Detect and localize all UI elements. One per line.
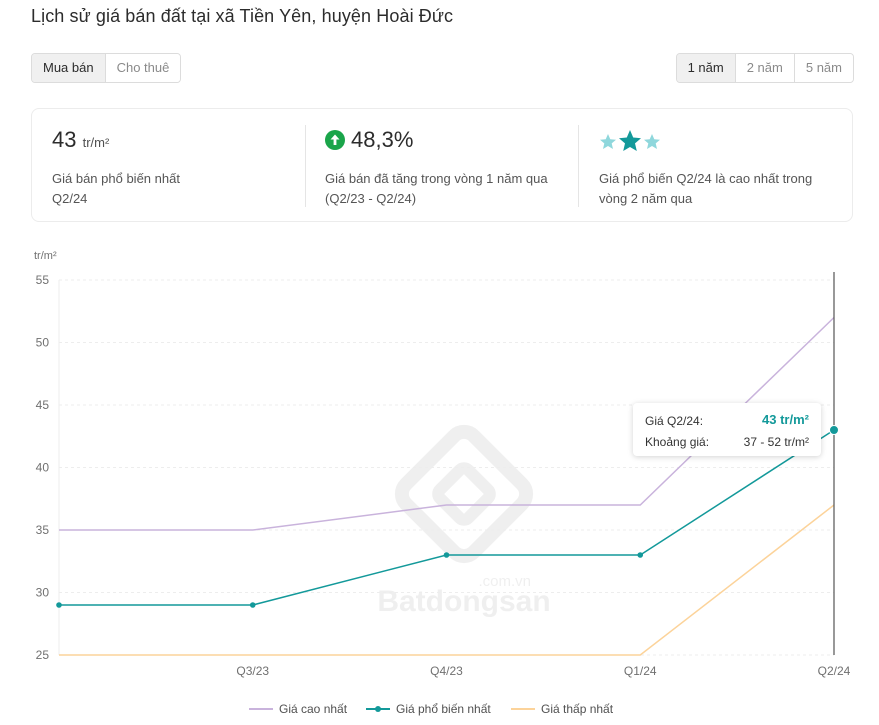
price-description: Giá bán phổ biến nhất Q2/24	[52, 169, 180, 209]
arrow-up-circle-icon	[325, 130, 345, 150]
watermark: .com.vn Batdongsan	[377, 424, 551, 618]
price-value: 43 tr/m²	[52, 127, 109, 153]
y-tick-label: 45	[36, 398, 50, 412]
line-chart: tr/m² .com.vn Batdongsan 25303540455055 …	[34, 250, 851, 678]
rank-desc-line2: vòng 2 năm qua	[599, 191, 693, 206]
watermark-domain: .com.vn	[478, 573, 531, 590]
rank-description: Giá phổ biến Q2/24 là cao nhất trong vòn…	[599, 169, 812, 209]
rank-stars	[599, 129, 661, 161]
series-line-2	[59, 504, 835, 656]
change-percent: 48,3%	[351, 127, 414, 152]
price-chart: tr/m² .com.vn Batdongsan 25 30 35 40 45 50 55 …	[0, 240, 879, 720]
y-tick-label: 55	[36, 273, 50, 287]
price-unit: tr/m²	[82, 135, 110, 150]
y-tick-label: 25	[36, 648, 50, 662]
tab-5-nam[interactable]: 5 năm	[793, 54, 853, 82]
y-tick-label: 30	[36, 586, 50, 600]
x-tick-label: Q3/23	[236, 664, 269, 678]
tooltip-value-price: 43 tr/m²	[762, 412, 809, 427]
legend-label-low: Giá thấp nhất	[541, 702, 614, 716]
change-value: 48,3%	[325, 127, 413, 153]
star-big-center	[619, 130, 641, 151]
star-small-right	[644, 134, 660, 149]
legend-swatch-high	[249, 708, 273, 710]
star-small-left	[600, 134, 616, 149]
y-tick-label: 50	[36, 336, 50, 350]
chart-legend: Giá cao nhất Giá phổ biến nhất Giá thấp …	[0, 702, 879, 718]
x-tick-label: Q1/24	[624, 664, 657, 678]
star-rating-icon	[600, 130, 660, 151]
data-point	[443, 552, 450, 558]
tab-cho-thue[interactable]: Cho thuê	[104, 54, 181, 82]
transaction-type-tabs: Mua bán Cho thuê	[31, 53, 182, 83]
price-number: 43	[52, 127, 77, 152]
change-desc-line1: Giá bán đã tăng trong vòng 1 năm qua	[325, 171, 548, 186]
x-tick-label: Q4/23	[430, 664, 463, 678]
tab-mua-ban[interactable]: Mua bán	[32, 54, 105, 82]
data-point	[56, 602, 62, 608]
tab-2-nam[interactable]: 2 năm	[734, 54, 794, 82]
watermark-logo-icon	[394, 424, 534, 564]
stat-price-change: 48,3% Giá bán đã tăng trong vòng 1 năm q…	[325, 109, 585, 221]
stat-divider	[305, 125, 306, 207]
rank-desc-line1: Giá phổ biến Q2/24 là cao nhất trong	[599, 171, 813, 186]
series-line-1	[59, 429, 835, 606]
stat-common-price: 43 tr/m² Giá bán phổ biến nhất Q2/24	[52, 109, 302, 221]
watermark-brand: Batdongsan	[377, 585, 550, 618]
y-tick-label: 40	[36, 461, 50, 475]
change-description: Giá bán đã tăng trong vòng 1 năm qua (Q2…	[325, 169, 548, 209]
summary-card: 43 tr/m² Giá bán phổ biến nhất Q2/24 48,…	[31, 108, 853, 222]
y-tick-label: 35	[36, 523, 50, 537]
legend-label-high: Giá cao nhất	[279, 702, 348, 716]
legend-item-common[interactable]: Giá phổ biến nhất	[366, 702, 491, 716]
x-tick-label: Q2/24	[818, 664, 851, 678]
change-desc-line2: (Q2/23 - Q2/24)	[325, 191, 417, 206]
price-desc-line1: Giá bán phổ biến nhất	[52, 171, 180, 186]
legend-item-high[interactable]: Giá cao nhất	[249, 702, 347, 716]
legend-label-common: Giá phổ biến nhất	[396, 702, 491, 716]
legend-swatch-common	[366, 706, 390, 712]
stat-rank: Giá phổ biến Q2/24 là cao nhất trong vòn…	[599, 109, 849, 221]
page-title: Lịch sử giá bán đất tại xã Tiền Yên, huy…	[31, 6, 454, 26]
stat-divider	[578, 125, 579, 207]
tab-1-nam[interactable]: 1 năm	[676, 54, 735, 82]
chart-tooltip: Giá Q2/24: 43 tr/m² Khoảng giá: 37 - 52 …	[633, 403, 821, 456]
y-axis-unit: tr/m²	[34, 250, 57, 262]
tooltip-label-price: Giá Q2/24:	[645, 414, 704, 428]
tooltip-value-range: 37 - 52 tr/m²	[743, 435, 809, 449]
data-point	[249, 602, 256, 608]
legend-swatch-low	[511, 708, 535, 710]
data-point	[637, 552, 644, 558]
legend-item-low[interactable]: Giá thấp nhất	[511, 702, 613, 716]
price-desc-line2: Q2/24	[52, 191, 88, 206]
tooltip-label-range: Khoảng giá:	[645, 435, 710, 449]
time-range-tabs: 1 năm 2 năm 5 năm	[675, 53, 854, 83]
highlight-point	[829, 425, 839, 435]
